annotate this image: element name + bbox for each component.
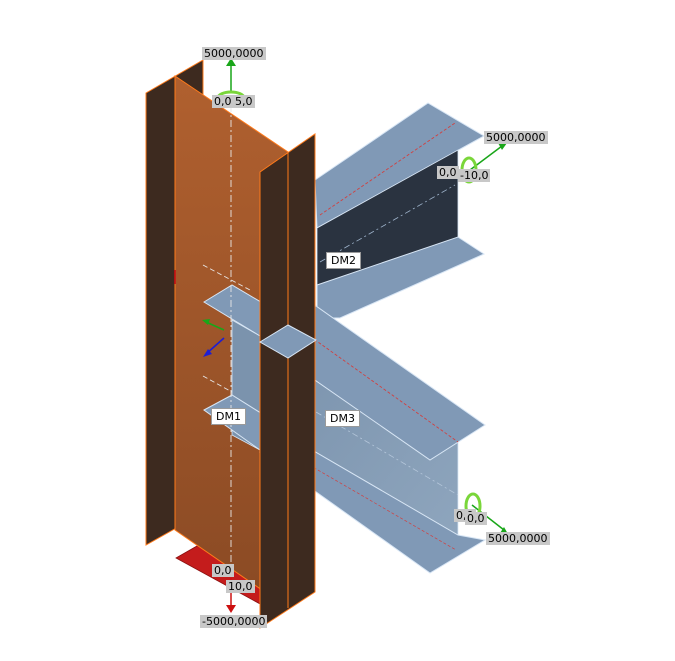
- dm3-axis: [291, 397, 459, 496]
- right-upper-force-label: 5000,0000: [484, 131, 548, 144]
- bottom-force-label: -5000,0000: [200, 615, 268, 628]
- bottom-value-1: 0,0: [212, 564, 234, 577]
- right-lower-force-arrow[interactable]: [471, 504, 505, 531]
- top-value-1: 0,0: [212, 95, 234, 108]
- top-force-arrowhead: [226, 58, 236, 66]
- right-lower-value-2: 0,0: [465, 512, 487, 525]
- member-label-dm2[interactable]: DM2: [326, 252, 361, 269]
- right-upper-value-1: 0,0: [437, 166, 459, 179]
- right-upper-value-2: -10,0: [458, 169, 491, 182]
- dm2-axis: [319, 184, 456, 263]
- bottom-force-arrowhead: [226, 605, 236, 613]
- dm2-flange-centerline: [319, 122, 456, 216]
- dm3-web-bottom-line: [291, 454, 457, 551]
- top-force-label: 5000,0000: [202, 47, 266, 60]
- dm3-top-flange-front[interactable]: [259, 324, 317, 359]
- dm3-flange-centerline: [289, 321, 459, 443]
- bottom-value-2: 10,0: [226, 580, 255, 593]
- column-web-mark-2: [202, 375, 233, 393]
- right-lower-force-label: 5000,0000: [486, 532, 550, 545]
- top-value-2: 5,0: [233, 95, 255, 108]
- axis-y-arrow: [205, 321, 225, 331]
- axis-y-arrowhead: [202, 319, 210, 325]
- member-label-dm3[interactable]: DM3: [325, 410, 360, 427]
- axis-x-arrowhead: [203, 349, 212, 357]
- column-web-mark-1: [202, 264, 251, 291]
- right-upper-force-arrowhead: [498, 143, 507, 150]
- member-label-dm1[interactable]: DM1: [211, 408, 246, 425]
